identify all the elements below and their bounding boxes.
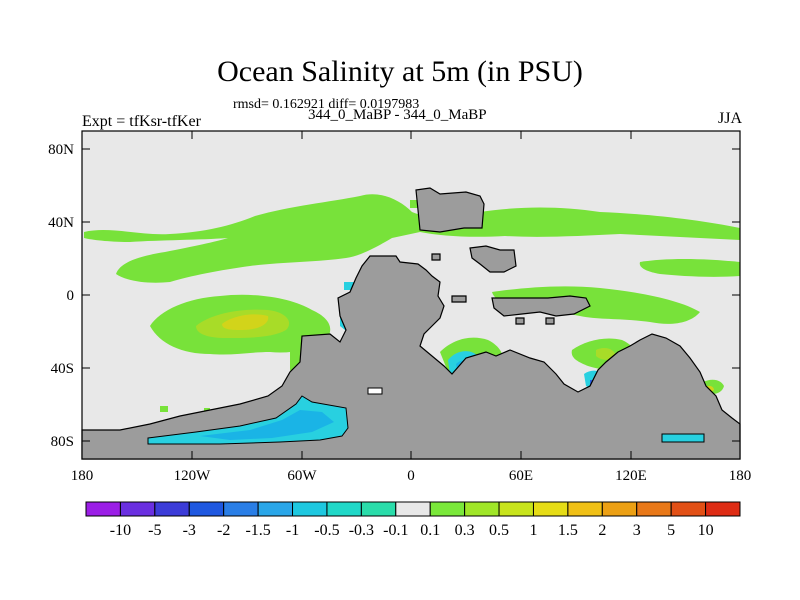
lon-label: 60W bbox=[287, 468, 317, 484]
colorbar-label: -0.3 bbox=[349, 522, 374, 539]
colorbar-label: -1 bbox=[286, 522, 299, 539]
island-small bbox=[515, 317, 525, 325]
colorbar-box bbox=[532, 501, 569, 517]
lon-labels: 180 120W 60W 0 60E 120E 180 bbox=[71, 468, 752, 484]
lat-label: 40N bbox=[48, 215, 74, 231]
southern-strip-core bbox=[200, 410, 334, 440]
colorbar-label: 0.3 bbox=[455, 522, 475, 539]
lon-label: 120E bbox=[615, 468, 647, 484]
lon-label: 60E bbox=[509, 468, 533, 484]
season-label: JJA bbox=[717, 110, 742, 127]
island-small bbox=[451, 295, 467, 303]
colorbar-box bbox=[360, 501, 397, 517]
colorbar-label: 1 bbox=[529, 522, 537, 539]
lat-label: 0 bbox=[67, 288, 75, 304]
lat-tick-marks bbox=[82, 148, 740, 442]
colorbar-labels: -10 -5 -3 -2 -1.5 -1 -0.5 -0.3 -0.1 0.1 0.3 0.5 1 1.5… bbox=[110, 522, 714, 539]
colorbar-label: -0.1 bbox=[383, 522, 408, 539]
colorbar-box bbox=[705, 501, 741, 517]
southern-strip-core-fill bbox=[200, 410, 334, 440]
east-asia-block bbox=[469, 245, 517, 273]
colorbar-label: 0.1 bbox=[420, 522, 440, 539]
america-continent bbox=[81, 255, 741, 460]
north-pacific-band bbox=[84, 194, 740, 283]
lon-label: 180 bbox=[71, 468, 94, 484]
colorbar-label: 3 bbox=[633, 522, 641, 539]
east-pacific-north-band bbox=[639, 259, 740, 277]
colorbar-label: 2 bbox=[598, 522, 606, 539]
ross-strip bbox=[661, 433, 705, 443]
colorbar-box bbox=[223, 501, 259, 517]
colorbar-box bbox=[119, 501, 156, 517]
colorbar-label: -3 bbox=[183, 522, 196, 539]
colorbar-box bbox=[395, 501, 431, 517]
colorbar-box bbox=[257, 501, 294, 517]
colorbar-label: 1.5 bbox=[558, 522, 578, 539]
colorbar-box bbox=[601, 501, 638, 517]
colorbar-box bbox=[567, 501, 603, 517]
colorbar-box bbox=[154, 501, 190, 517]
experiment-label: Expt = tfKsr-tfKer bbox=[82, 113, 201, 130]
small-patch bbox=[160, 406, 168, 412]
colorbar-box bbox=[85, 501, 121, 517]
cases-line: 344_0_MaBP - 344_0_MaBP bbox=[308, 107, 487, 123]
colorbar-label: -10 bbox=[110, 522, 131, 539]
island-small bbox=[545, 317, 555, 325]
map-title: Ocean Salinity at 5m (in PSU) bbox=[217, 55, 583, 88]
southern-ocean-shelf-mask bbox=[82, 440, 740, 459]
colorbar-box bbox=[292, 501, 328, 517]
stats-line: rmsd= 0.162921 diff= 0.0197983 bbox=[233, 97, 420, 112]
lat-label: 40S bbox=[51, 361, 74, 377]
colorbar-label: -0.5 bbox=[314, 522, 339, 539]
colorbar-label: -2 bbox=[217, 522, 230, 539]
colorbar-box bbox=[326, 501, 362, 517]
colorbar-label: 5 bbox=[667, 522, 675, 539]
small-white-cell bbox=[367, 387, 383, 395]
colorbar-label: 0.5 bbox=[489, 522, 509, 539]
colorbar-box bbox=[188, 501, 225, 517]
lon-tick-marks bbox=[81, 131, 741, 459]
indian-core bbox=[596, 348, 616, 360]
colorbar-box bbox=[498, 501, 534, 517]
colorbar-box bbox=[464, 501, 500, 517]
lon-label: 0 bbox=[407, 468, 415, 484]
lon-label: 120W bbox=[174, 468, 212, 484]
lat-label: 80S bbox=[51, 434, 74, 450]
colorbar-label: 10 bbox=[698, 522, 714, 539]
colorbar-box bbox=[670, 501, 707, 517]
colorbar-label: -5 bbox=[148, 522, 161, 539]
pacific-peak bbox=[222, 314, 269, 330]
small-patch bbox=[410, 200, 420, 208]
island-small bbox=[431, 253, 441, 261]
colorbar-label: -1.5 bbox=[245, 522, 270, 539]
eurasia-block bbox=[415, 187, 485, 233]
small-negative bbox=[344, 282, 354, 290]
equatorial-indo-pacific bbox=[492, 286, 700, 324]
lat-labels: 80N 40N 0 40S 80S bbox=[48, 142, 74, 450]
colorbar-box bbox=[636, 501, 672, 517]
colorbar bbox=[85, 501, 741, 517]
lat-label: 80N bbox=[48, 142, 74, 158]
lon-label: 180 bbox=[729, 468, 752, 484]
colorbar-box bbox=[429, 501, 466, 517]
land-masses bbox=[81, 187, 741, 460]
maritime-islands bbox=[491, 295, 591, 317]
